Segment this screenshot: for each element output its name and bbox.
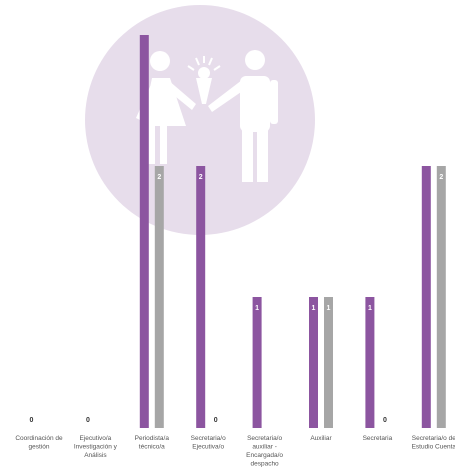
bar-s2-8	[436, 166, 446, 428]
bar-s2-3	[154, 166, 164, 428]
bar-s1-7	[365, 297, 375, 428]
bar-s1-8	[421, 166, 431, 428]
data-label-s2-7: 0	[383, 417, 387, 424]
data-label-s2-4: 0	[214, 417, 218, 424]
category-label-6: Auxiliar	[310, 435, 332, 442]
data-label-s2-3: 2	[157, 174, 161, 181]
bar-s2-6	[324, 297, 333, 428]
bars-layer	[139, 35, 446, 428]
data-label-s1-1: 0	[30, 417, 34, 424]
bar-s1-4	[196, 166, 206, 428]
category-label-3: Periodista/a técnico/a	[135, 435, 170, 451]
category-label-7: Secretaria	[363, 435, 393, 442]
bar-s1-5	[252, 297, 262, 428]
category-label-8: Secretaria/o de Estudio Cuenta	[412, 435, 455, 451]
bar-s1-3	[139, 35, 149, 428]
data-label-s1-4: 2	[199, 174, 203, 181]
data-label-s2-8: 2	[439, 174, 443, 181]
data-label-s1-2: 0	[86, 417, 90, 424]
category-label-2: Ejecutivo/a Investigación y Análisis	[74, 435, 118, 459]
data-label-s2-6: 1	[327, 305, 331, 312]
bar-s1-6	[309, 297, 318, 428]
category-label-1: Coordinación de gestión	[15, 435, 63, 451]
data-label-s1-6: 1	[312, 305, 316, 312]
data-label-s1-7: 1	[368, 305, 372, 312]
data-label-s1-5: 1	[255, 305, 259, 312]
category-label-4: Secretaria/o Ejecutiva/o	[191, 435, 226, 451]
category-label-5: Secretaria/o auxiliar -Encargada/o despach…	[246, 435, 283, 468]
data-labels-layer: 0 0 2 2 0 1 1 1 1 0 2	[30, 174, 444, 424]
category-labels-layer: Coordinación de gestión Ejecutivo/a Investi…	[15, 435, 455, 468]
